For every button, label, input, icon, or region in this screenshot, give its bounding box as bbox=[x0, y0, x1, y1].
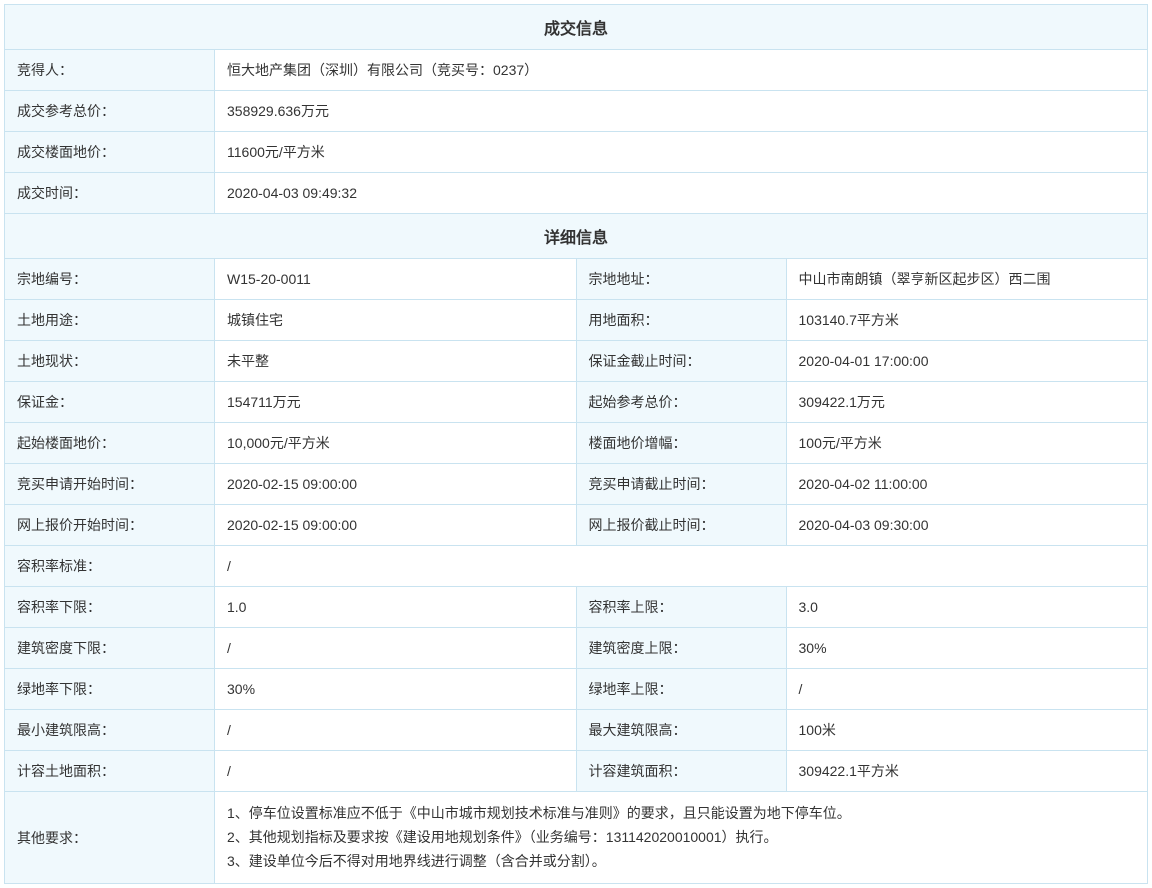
lot-no-label: 宗地编号： bbox=[5, 259, 215, 300]
other-line: 1、停车位设置标准应不低于《中山市城市规划技术标准与准则》的要求，且只能设置为地… bbox=[227, 802, 1135, 826]
area-value: 103140.7平方米 bbox=[786, 300, 1148, 341]
cap-build-value: 309422.1平方米 bbox=[786, 751, 1148, 792]
deposit-deadline-value: 2020-04-01 17:00:00 bbox=[786, 341, 1148, 382]
lot-no-value: W15-20-0011 bbox=[215, 259, 577, 300]
other-line: 2、其他规划指标及要求按《建设用地规划条件》（业务编号：131142020010… bbox=[227, 826, 1135, 850]
table-row: 成交楼面地价： 11600元/平方米 bbox=[5, 132, 1148, 173]
info-table: 成交信息 竞得人： 恒大地产集团（深圳）有限公司（竞买号：0237） 成交参考总… bbox=[4, 4, 1148, 884]
online-start-value: 2020-02-15 09:00:00 bbox=[215, 505, 577, 546]
dens-high-value: 30% bbox=[786, 628, 1148, 669]
floor-value: 11600元/平方米 bbox=[215, 132, 1148, 173]
green-low-label: 绿地率下限： bbox=[5, 669, 215, 710]
table-row: 起始楼面地价： 10,000元/平方米 楼面地价增幅： 100元/平方米 bbox=[5, 423, 1148, 464]
cap-land-value: / bbox=[215, 751, 577, 792]
h-low-label: 最小建筑限高： bbox=[5, 710, 215, 751]
far-std-label: 容积率标准： bbox=[5, 546, 215, 587]
floor-step-label: 楼面地价增幅： bbox=[576, 423, 786, 464]
far-low-value: 1.0 bbox=[215, 587, 577, 628]
far-std-value: / bbox=[215, 546, 1148, 587]
table-row: 宗地编号： W15-20-0011 宗地地址： 中山市南朗镇（翠亨新区起步区）西… bbox=[5, 259, 1148, 300]
deposit-deadline-label: 保证金截止时间： bbox=[576, 341, 786, 382]
time-value: 2020-04-03 09:49:32 bbox=[215, 173, 1148, 214]
h-low-value: / bbox=[215, 710, 577, 751]
apply-start-label: 竞买申请开始时间： bbox=[5, 464, 215, 505]
use-label: 土地用途： bbox=[5, 300, 215, 341]
dens-high-label: 建筑密度上限： bbox=[576, 628, 786, 669]
h-high-value: 100米 bbox=[786, 710, 1148, 751]
table-row: 竞买申请开始时间： 2020-02-15 09:00:00 竞买申请截止时间： … bbox=[5, 464, 1148, 505]
deposit-value: 154711万元 bbox=[215, 382, 577, 423]
use-value: 城镇住宅 bbox=[215, 300, 577, 341]
time-label: 成交时间： bbox=[5, 173, 215, 214]
apply-end-value: 2020-04-02 11:00:00 bbox=[786, 464, 1148, 505]
deposit-label: 保证金： bbox=[5, 382, 215, 423]
apply-start-value: 2020-02-15 09:00:00 bbox=[215, 464, 577, 505]
far-high-label: 容积率上限： bbox=[576, 587, 786, 628]
table-row: 网上报价开始时间： 2020-02-15 09:00:00 网上报价截止时间： … bbox=[5, 505, 1148, 546]
cap-land-label: 计容土地面积： bbox=[5, 751, 215, 792]
table-row: 成交参考总价： 358929.636万元 bbox=[5, 91, 1148, 132]
bidder-value: 恒大地产集团（深圳）有限公司（竞买号：0237） bbox=[215, 50, 1148, 91]
online-start-label: 网上报价开始时间： bbox=[5, 505, 215, 546]
start-total-label: 起始参考总价： bbox=[576, 382, 786, 423]
deal-header: 成交信息 bbox=[5, 5, 1148, 50]
total-value: 358929.636万元 bbox=[215, 91, 1148, 132]
floor-label: 成交楼面地价： bbox=[5, 132, 215, 173]
other-value: 1、停车位设置标准应不低于《中山市城市规划技术标准与准则》的要求，且只能设置为地… bbox=[215, 792, 1148, 884]
h-high-label: 最大建筑限高： bbox=[576, 710, 786, 751]
table-row: 土地现状： 未平整 保证金截止时间： 2020-04-01 17:00:00 bbox=[5, 341, 1148, 382]
online-end-value: 2020-04-03 09:30:00 bbox=[786, 505, 1148, 546]
dens-low-value: / bbox=[215, 628, 577, 669]
total-label: 成交参考总价： bbox=[5, 91, 215, 132]
other-label: 其他要求： bbox=[5, 792, 215, 884]
table-row: 保证金： 154711万元 起始参考总价： 309422.1万元 bbox=[5, 382, 1148, 423]
table-row: 绿地率下限： 30% 绿地率上限： / bbox=[5, 669, 1148, 710]
start-floor-value: 10,000元/平方米 bbox=[215, 423, 577, 464]
green-low-value: 30% bbox=[215, 669, 577, 710]
far-high-value: 3.0 bbox=[786, 587, 1148, 628]
dens-low-label: 建筑密度下限： bbox=[5, 628, 215, 669]
far-low-label: 容积率下限： bbox=[5, 587, 215, 628]
apply-end-label: 竞买申请截止时间： bbox=[576, 464, 786, 505]
cap-build-label: 计容建筑面积： bbox=[576, 751, 786, 792]
floor-step-value: 100元/平方米 bbox=[786, 423, 1148, 464]
online-end-label: 网上报价截止时间： bbox=[576, 505, 786, 546]
table-row: 容积率下限： 1.0 容积率上限： 3.0 bbox=[5, 587, 1148, 628]
start-floor-label: 起始楼面地价： bbox=[5, 423, 215, 464]
start-total-value: 309422.1万元 bbox=[786, 382, 1148, 423]
table-row: 容积率标准： / bbox=[5, 546, 1148, 587]
table-row: 计容土地面积： / 计容建筑面积： 309422.1平方米 bbox=[5, 751, 1148, 792]
green-high-value: / bbox=[786, 669, 1148, 710]
table-row: 竞得人： 恒大地产集团（深圳）有限公司（竞买号：0237） bbox=[5, 50, 1148, 91]
table-row: 最小建筑限高： / 最大建筑限高： 100米 bbox=[5, 710, 1148, 751]
lot-addr-value: 中山市南朗镇（翠亨新区起步区）西二围 bbox=[786, 259, 1148, 300]
lot-addr-label: 宗地地址： bbox=[576, 259, 786, 300]
table-row: 其他要求： 1、停车位设置标准应不低于《中山市城市规划技术标准与准则》的要求，且… bbox=[5, 792, 1148, 884]
table-row: 建筑密度下限： / 建筑密度上限： 30% bbox=[5, 628, 1148, 669]
detail-header: 详细信息 bbox=[5, 214, 1148, 259]
other-line: 3、建设单位今后不得对用地界线进行调整（含合并或分割）。 bbox=[227, 850, 1135, 874]
table-row: 成交时间： 2020-04-03 09:49:32 bbox=[5, 173, 1148, 214]
status-label: 土地现状： bbox=[5, 341, 215, 382]
area-label: 用地面积： bbox=[576, 300, 786, 341]
table-row: 土地用途： 城镇住宅 用地面积： 103140.7平方米 bbox=[5, 300, 1148, 341]
bidder-label: 竞得人： bbox=[5, 50, 215, 91]
green-high-label: 绿地率上限： bbox=[576, 669, 786, 710]
status-value: 未平整 bbox=[215, 341, 577, 382]
